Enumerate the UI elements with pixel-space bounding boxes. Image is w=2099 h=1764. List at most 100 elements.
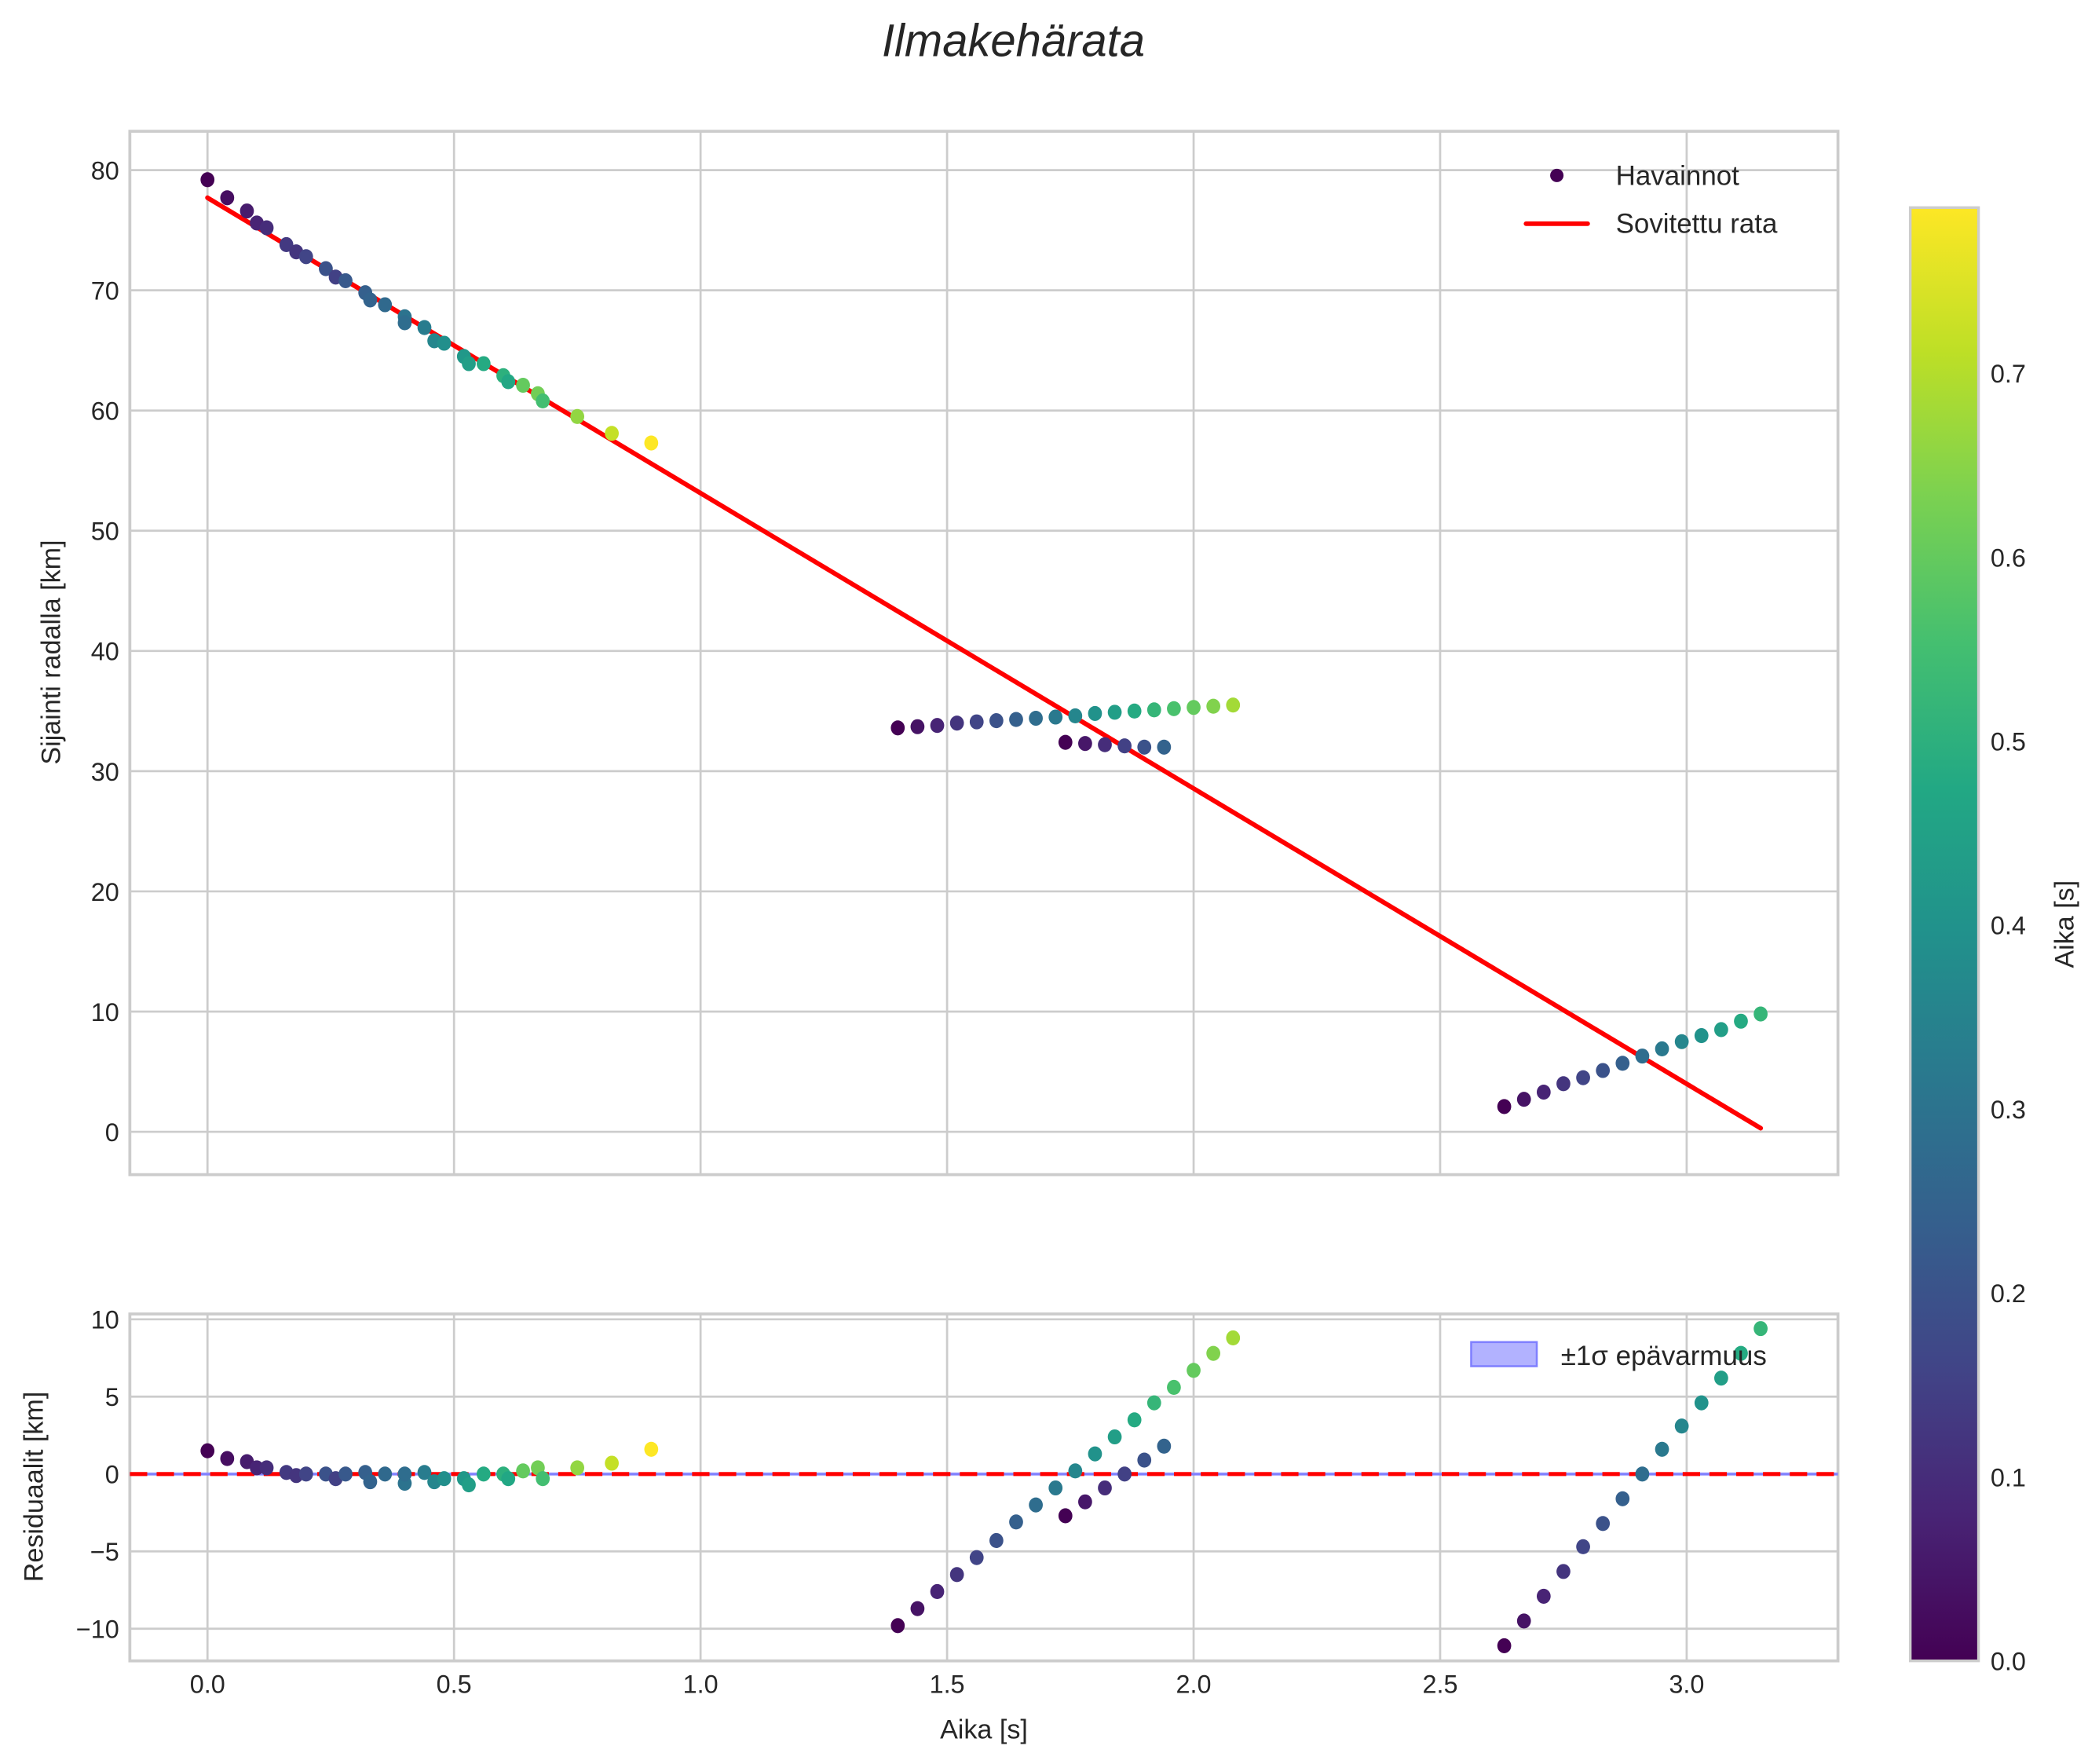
observation-point	[890, 720, 905, 736]
colorbar-tick-label: 0.4	[1991, 912, 2026, 940]
colorbar-tick-label: 0.1	[1991, 1463, 2026, 1491]
observation-point	[476, 356, 491, 371]
residual-point	[200, 1443, 215, 1458]
residual-point	[1226, 1330, 1241, 1345]
residual-point	[1497, 1638, 1512, 1653]
y-tick-label: 0	[105, 1461, 119, 1489]
observation-point	[1088, 705, 1103, 721]
top-axes-frame	[128, 130, 1840, 1177]
observation-point	[1753, 1006, 1768, 1022]
observation-point	[298, 249, 313, 265]
y-tick-label: 10	[91, 998, 119, 1027]
observation-point	[437, 335, 452, 351]
observation-point	[417, 320, 432, 335]
x-tick-label: 2.5	[1422, 1671, 1457, 1699]
observation-point	[989, 713, 1004, 729]
residual-point	[1674, 1418, 1689, 1434]
colorbar: 0.0 0.1 0.2 0.3 0.4 0.5 0.6 0.7 Aika [s]	[1908, 206, 2080, 1676]
residual-point	[1107, 1429, 1122, 1445]
residual-point	[1635, 1466, 1650, 1482]
residual-point	[363, 1474, 378, 1490]
top-y-tick-labels: 0 10 20 30 40 50 60 70 80	[91, 157, 119, 1147]
residual-point	[1078, 1494, 1092, 1510]
residual-point	[1615, 1491, 1630, 1506]
residual-point	[1146, 1395, 1161, 1411]
bottom-y-tick-labels: −10 −5 0 5 10	[76, 1306, 119, 1644]
colorbar-tick-label: 0.6	[1991, 543, 2026, 572]
legend-observation-marker	[1550, 168, 1564, 182]
residual-point	[462, 1477, 476, 1493]
observation-point	[1068, 708, 1083, 724]
uncertainty-band	[130, 1472, 1838, 1476]
observation-point	[1536, 1084, 1551, 1100]
observation-point	[220, 190, 235, 206]
legend-band-swatch	[1470, 1341, 1538, 1367]
observation-point	[1655, 1041, 1669, 1056]
residual-point	[501, 1471, 516, 1487]
observation-point	[1516, 1092, 1531, 1107]
observation-point	[1674, 1034, 1689, 1049]
legend-observations-label: Havainnot	[1616, 160, 1740, 191]
x-tick-label: 0.5	[437, 1671, 472, 1699]
observation-point	[1098, 737, 1112, 752]
residual-point	[1536, 1588, 1551, 1604]
residual-point	[644, 1441, 659, 1457]
residual-point	[250, 1460, 264, 1476]
y-tick-label: 40	[91, 638, 119, 666]
observation-point	[1226, 697, 1241, 713]
y-tick-label: 50	[91, 518, 119, 546]
observation-point	[462, 356, 476, 371]
residual-point	[890, 1618, 905, 1634]
observation-point	[605, 426, 619, 441]
residual-point	[930, 1583, 945, 1600]
colorbar-tick-label: 0.0	[1991, 1648, 2026, 1676]
residual-point	[1694, 1395, 1709, 1411]
y-tick-label: 70	[91, 277, 119, 306]
observation-point	[1635, 1049, 1650, 1064]
residual-points	[200, 1321, 1768, 1653]
residual-point	[910, 1601, 925, 1616]
residual-point	[516, 1463, 530, 1479]
y-tick-label: 30	[91, 758, 119, 786]
residual-point	[437, 1471, 452, 1487]
y-tick-label: 20	[91, 878, 119, 906]
residual-point	[1098, 1480, 1112, 1496]
observation-point	[1615, 1056, 1630, 1071]
residual-point	[1068, 1463, 1083, 1479]
observation-point	[949, 715, 964, 731]
observation-point	[1009, 712, 1023, 727]
observation-point	[1117, 738, 1132, 754]
residual-point	[1556, 1564, 1571, 1579]
observation-point	[363, 292, 378, 308]
residual-point	[1137, 1452, 1152, 1468]
residual-point	[1029, 1497, 1043, 1513]
observation-point	[536, 393, 550, 409]
residual-point	[989, 1532, 1004, 1549]
residual-point	[1655, 1441, 1669, 1457]
observation-point	[1734, 1013, 1748, 1029]
observation-point	[1137, 739, 1152, 755]
x-tick-label: 3.0	[1669, 1671, 1704, 1699]
y-tick-label: −10	[76, 1616, 119, 1644]
x-tick-label: 0.0	[190, 1671, 225, 1699]
residual-point	[1167, 1379, 1181, 1396]
residual-point	[1714, 1371, 1728, 1386]
observation-point	[1048, 709, 1063, 725]
observation-point	[644, 435, 659, 451]
observation-point	[1187, 700, 1201, 715]
observation-point	[1058, 734, 1073, 750]
observation-point	[1714, 1022, 1728, 1038]
residual-point	[570, 1460, 585, 1476]
observation-point	[1206, 698, 1221, 714]
colorbar-tick-label: 0.3	[1991, 1096, 2026, 1124]
observation-point	[279, 236, 294, 253]
observation-point	[378, 297, 393, 313]
colorbar-gradient	[1908, 206, 1980, 1663]
top-y-axis-label: Sijainti radalla [km]	[37, 540, 67, 764]
bottom-y-axis-label: Residuaalit [km]	[20, 1392, 49, 1583]
bottom-axes: −10 −5 0 5 10 0.0 0.5 1.0 1.5 2.0 2.5 3.0 Residuaa…	[20, 1306, 1840, 1745]
residual-point	[1127, 1412, 1142, 1428]
observation-point	[1694, 1028, 1709, 1044]
residual-point	[949, 1567, 964, 1583]
legend-fit-label: Sovitettu rata	[1616, 209, 1778, 240]
